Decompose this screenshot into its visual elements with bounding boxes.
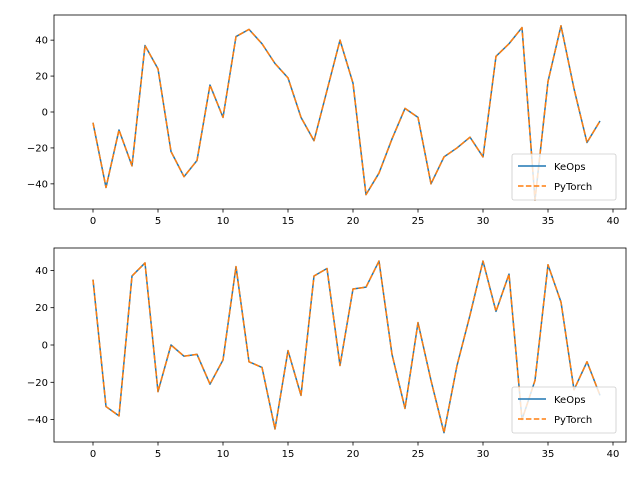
legend-box — [511, 386, 617, 434]
x-tick-label: 20 — [347, 449, 360, 460]
x-tick-label: 40 — [607, 216, 620, 227]
y-tick-label: 20 — [35, 303, 48, 314]
y-tick-label: 20 — [35, 72, 48, 83]
x-tick-label: 15 — [282, 449, 295, 460]
x-tick-label: 30 — [477, 216, 490, 227]
y-tick-label: 40 — [35, 266, 48, 277]
x-tick-label: 20 — [347, 216, 360, 227]
legend: KeOps PyTorch — [511, 386, 617, 434]
x-tick-label: 10 — [217, 216, 230, 227]
x-tick-label: 25 — [412, 216, 425, 227]
y-tick-label: −40 — [27, 415, 48, 426]
x-tick-label: 25 — [412, 449, 425, 460]
legend-label-keops: KeOps — [554, 395, 586, 406]
x-tick-label: 5 — [155, 216, 161, 227]
series-line-pytorch — [92, 25, 601, 201]
series-line-pytorch — [92, 260, 601, 434]
legend-box — [511, 153, 617, 201]
legend-label-pytorch: PyTorch — [554, 182, 592, 193]
x-tick-label: 5 — [155, 449, 161, 460]
legend-label-keops: KeOps — [554, 162, 586, 173]
x-tick-label: 35 — [542, 449, 555, 460]
legend-label-pytorch: PyTorch — [554, 415, 592, 426]
chart-panel-2: 0 5 10 15 20 25 30 35 40 −40 −20 0 20 40 KeOps PyTorch — [27, 247, 627, 460]
y-tick-label: 40 — [35, 36, 48, 47]
chart-panel-1: 0 5 10 15 20 25 30 35 40 −40 −20 0 20 40 KeOps PyTorch — [27, 14, 627, 227]
x-tick-label: 15 — [282, 216, 295, 227]
x-tick-label: 0 — [90, 449, 96, 460]
x-tick-label: 0 — [90, 216, 96, 227]
y-tick-label: −20 — [27, 378, 48, 389]
x-tick-label: 35 — [542, 216, 555, 227]
x-tick-label: 30 — [477, 449, 490, 460]
y-tick-label: −40 — [27, 179, 48, 190]
y-tick-label: 0 — [42, 341, 48, 352]
x-tick-label: 10 — [217, 449, 230, 460]
y-tick-label: 0 — [42, 108, 48, 119]
x-tick-label: 40 — [607, 449, 620, 460]
y-tick-label: −20 — [27, 143, 48, 154]
legend: KeOps PyTorch — [511, 153, 617, 201]
